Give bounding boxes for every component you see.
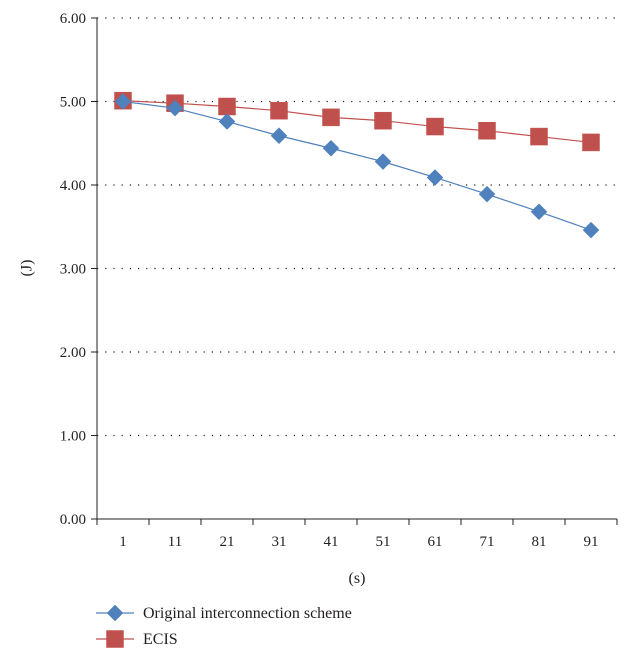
x-tick-label: 51 [376,534,391,550]
y-tick-label: 1.00 [60,429,86,445]
data-point [270,127,288,145]
data-point [374,111,392,130]
data-point [478,121,496,140]
axes [91,17,618,525]
y-tick-label: 2.00 [60,345,86,361]
data-point [426,117,444,136]
series [114,91,600,239]
x-tick-label: 11 [168,534,182,550]
x-tick-label: 1 [119,534,127,550]
y-tick-label: 4.00 [60,178,86,194]
data-point [322,139,340,157]
data-point [270,101,288,120]
data-point [478,185,496,203]
data-point [582,221,600,239]
series-ecis [114,91,600,152]
series-line [122,100,592,144]
y-tick-label: 5.00 [60,95,86,111]
data-point [114,93,132,110]
data-point [530,203,548,221]
data-point [322,108,340,127]
y-tick-label: 3.00 [60,262,86,278]
x-tick-label: 31 [272,534,287,550]
data-point [218,97,236,116]
x-tick-labels: 1 11 21 31 41 51 61 71 81 91 [119,534,598,550]
x-axis-title: (s) [349,570,366,587]
y-tick-label: 6.00 [60,11,86,27]
x-tick-label: 41 [324,534,339,550]
data-point [166,99,184,117]
legend-marker [106,604,124,622]
legend-label: ECIS [143,631,178,648]
legend-label: Original interconnection scheme [143,605,352,622]
data-point [530,127,548,146]
data-point [218,113,236,130]
data-point [374,153,392,170]
y-axis-title: (J) [19,260,36,277]
x-tick-label: 21 [220,534,235,550]
y-tick-labels: 0.00 1.00 2.00 3.00 4.00 5.00 6.00 [60,11,86,528]
data-point [582,133,600,152]
x-tick-label: 71 [480,534,495,550]
legend: Original interconnection scheme ECIS [96,604,352,648]
series-original [114,93,600,239]
y-tick-label: 0.00 [60,512,86,528]
series-line [122,100,592,231]
x-tick-label: 81 [532,534,547,550]
legend-entry: ECIS [96,630,178,648]
legend-marker [106,630,124,648]
data-point [426,169,444,186]
x-tick-label: 91 [584,534,599,550]
legend-entry: Original interconnection scheme [96,604,352,622]
gridlines [97,17,617,437]
x-tick-label: 61 [428,534,443,550]
